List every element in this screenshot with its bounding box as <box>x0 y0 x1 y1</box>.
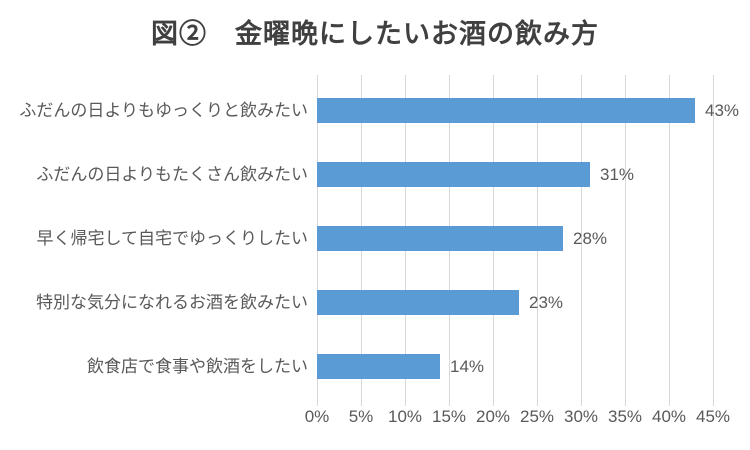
chart-title: 図② 金曜晩にしたいお酒の飲み方 <box>151 19 599 49</box>
gridline <box>625 75 626 406</box>
bar <box>317 226 563 251</box>
x-axis-tick-label: 15% <box>431 407 467 426</box>
bar <box>317 290 519 315</box>
x-axis-tick-label: 35% <box>607 407 643 426</box>
x-axis-tick-label: 10% <box>387 407 423 426</box>
category-label: 飲食店で食事や飲酒をしたい <box>87 357 308 376</box>
value-label: 14% <box>450 357 485 376</box>
value-label: 31% <box>600 165 635 184</box>
category-label: 早く帰宅して自宅でゆっくりしたい <box>36 229 309 248</box>
gridline <box>669 75 670 406</box>
x-axis-tick-label: 0% <box>304 407 330 426</box>
value-label: 23% <box>529 293 564 312</box>
x-axis-tick-label: 40% <box>651 407 687 426</box>
bar <box>317 354 440 379</box>
category-label: 特別な気分になれるお酒を飲みたい <box>36 293 308 312</box>
x-axis-tick-label: 25% <box>519 407 555 426</box>
bar <box>317 98 695 123</box>
category-label: ふだんの日よりもたくさん飲みたい <box>36 165 308 184</box>
bar <box>317 162 590 187</box>
value-label: 43% <box>705 101 740 120</box>
gridline <box>713 75 714 406</box>
gridline <box>581 75 582 406</box>
x-axis-tick-label: 30% <box>563 407 599 426</box>
value-label: 28% <box>573 229 608 248</box>
x-axis-tick-label: 5% <box>348 407 374 426</box>
x-axis-tick-label: 45% <box>695 407 731 426</box>
plot-area: 43% 31% 28% 23% 14% <box>317 75 739 406</box>
category-label: ふだんの日よりもゆっくりと飲みたい <box>19 101 308 120</box>
x-axis-tick-label: 20% <box>475 407 511 426</box>
